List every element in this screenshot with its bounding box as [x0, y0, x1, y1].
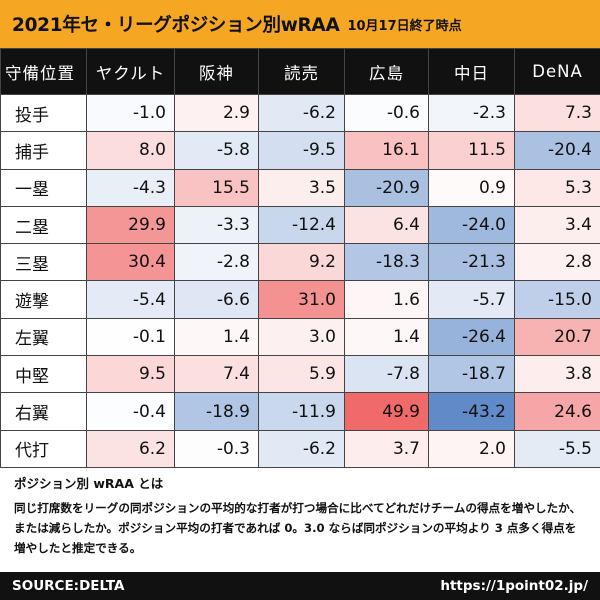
- value-cell: 16.1: [344, 131, 429, 170]
- source-url: https://1point02.jp/: [440, 578, 588, 594]
- value-cell: 3.8: [514, 355, 600, 394]
- value-cell: -1.0: [86, 93, 175, 133]
- table-row: 右翼 -0.4 -18.9 -11.9 49.9 -43.2 24.6: [0, 392, 600, 431]
- table-row: 投手 -1.0 2.9 -6.2 -0.6 -2.3 7.3: [0, 93, 600, 133]
- value-cell: 3.7: [344, 429, 429, 468]
- value-cell: 2.9: [174, 93, 259, 133]
- position-cell: 一塁: [0, 168, 87, 207]
- note-title: ポジション別 wRAA とは: [14, 476, 164, 491]
- value-cell: -5.5: [514, 429, 600, 468]
- value-cell: 8.0: [86, 131, 175, 170]
- team-header: 阪神: [174, 48, 259, 95]
- value-cell: 5.3: [514, 168, 600, 207]
- value-cell: -11.9: [258, 392, 345, 431]
- table-row: 左翼 -0.1 1.4 3.0 1.4 -26.4 20.7: [0, 317, 600, 357]
- value-cell: 9.5: [86, 355, 175, 394]
- value-cell: -18.9: [174, 392, 259, 431]
- value-cell: 31.0: [258, 280, 345, 319]
- value-cell: 20.7: [514, 317, 600, 357]
- value-cell: -0.4: [86, 392, 175, 431]
- value-cell: -20.9: [344, 168, 429, 207]
- position-cell: 投手: [0, 93, 87, 133]
- title-bar: 2021年セ・リーグポジション別wRAA 10月17日終了時点: [0, 0, 600, 48]
- value-cell: -4.3: [86, 168, 175, 207]
- value-cell: -18.3: [344, 243, 429, 282]
- position-cell: 左翼: [0, 317, 87, 357]
- team-header: ヤクルト: [86, 48, 175, 95]
- value-cell: -21.3: [428, 243, 515, 282]
- value-cell: -0.3: [174, 429, 259, 468]
- value-cell: -2.8: [174, 243, 259, 282]
- value-cell: 2.8: [514, 243, 600, 282]
- team-header: 読売: [258, 48, 345, 95]
- date-label: 10月17日終了時点: [347, 18, 462, 34]
- value-cell: 5.9: [258, 355, 345, 394]
- position-cell: 三塁: [0, 243, 87, 282]
- position-cell: 中堅: [0, 355, 87, 394]
- team-header: DeNA: [514, 48, 600, 95]
- value-cell: 2.0: [428, 429, 515, 468]
- page-title: 2021年セ・リーグポジション別wRAA: [12, 15, 340, 36]
- team-header: 広島: [344, 48, 429, 95]
- value-cell: -9.5: [258, 131, 345, 170]
- value-cell: 11.5: [428, 131, 515, 170]
- value-cell: 0.9: [428, 168, 515, 207]
- note-body: 同じ打席数をリーグの同ポジションの平均的な打者が打つ場合に比べてどれだけチームの…: [14, 501, 582, 555]
- value-cell: 49.9: [344, 392, 429, 431]
- value-cell: -6.6: [174, 280, 259, 319]
- position-cell: 遊撃: [0, 280, 87, 319]
- value-cell: 3.4: [514, 205, 600, 245]
- position-cell: 右翼: [0, 392, 87, 431]
- value-cell: 24.6: [514, 392, 600, 431]
- value-cell: 3.0: [258, 317, 345, 357]
- table-row: 中堅 9.5 7.4 5.9 -7.8 -18.7 3.8: [0, 355, 600, 394]
- value-cell: -0.6: [344, 93, 429, 133]
- value-cell: -20.4: [514, 131, 600, 170]
- wraa-table: 守備位置 ヤクルト 阪神 読売 広島 中日 DeNA 投手 -1.0 2.9 -6.2…: [0, 48, 600, 468]
- table-row: 遊撃 -5.4 -6.6 31.0 1.6 -5.7 -15.0: [0, 280, 600, 319]
- value-cell: 1.6: [344, 280, 429, 319]
- table-row: 一塁 -4.3 15.5 3.5 -20.9 0.9 5.3: [0, 168, 600, 207]
- value-cell: -2.3: [428, 93, 515, 133]
- table-row: 三塁 30.4 -2.8 9.2 -18.3 -21.3 2.8: [0, 243, 600, 282]
- value-cell: 1.4: [174, 317, 259, 357]
- value-cell: -7.8: [344, 355, 429, 394]
- position-cell: 捕手: [0, 131, 87, 170]
- source-label: SOURCE:DELTA: [12, 578, 125, 594]
- value-cell: 9.2: [258, 243, 345, 282]
- value-cell: -26.4: [428, 317, 515, 357]
- value-cell: -5.7: [428, 280, 515, 319]
- position-cell: 代打: [0, 429, 87, 468]
- value-cell: -6.2: [258, 93, 345, 133]
- value-cell: 7.3: [514, 93, 600, 133]
- value-cell: -15.0: [514, 280, 600, 319]
- table-body: 投手 -1.0 2.9 -6.2 -0.6 -2.3 7.3 捕手 8.0 -5.8 -9.5 16.…: [0, 93, 600, 468]
- value-cell: -5.8: [174, 131, 259, 170]
- table-row: 代打 6.2 -0.3 -6.2 3.7 2.0 -5.5: [0, 429, 600, 468]
- value-cell: -18.7: [428, 355, 515, 394]
- value-cell: 15.5: [174, 168, 259, 207]
- table-row: 二塁 29.9 -3.3 -12.4 6.4 -24.0 3.4: [0, 205, 600, 245]
- value-cell: -12.4: [258, 205, 345, 245]
- position-cell: 二塁: [0, 205, 87, 245]
- value-cell: 29.9: [86, 205, 175, 245]
- value-cell: 7.4: [174, 355, 259, 394]
- definition-note: ポジション別 wRAA とは 同じ打席数をリーグの同ポジションの平均的な打者が打…: [0, 462, 600, 572]
- table-wrapper: 守備位置 ヤクルト 阪神 読売 広島 中日 DeNA 投手 -1.0 2.9 -6.2…: [0, 48, 600, 468]
- value-cell: 6.4: [344, 205, 429, 245]
- value-cell: -24.0: [428, 205, 515, 245]
- position-header: 守備位置: [0, 48, 87, 95]
- value-cell: 1.4: [344, 317, 429, 357]
- footer: SOURCE:DELTA https://1point02.jp/: [0, 572, 600, 600]
- value-cell: -43.2: [428, 392, 515, 431]
- value-cell: -3.3: [174, 205, 259, 245]
- team-header: 中日: [428, 48, 515, 95]
- value-cell: -5.4: [86, 280, 175, 319]
- header-row: 守備位置 ヤクルト 阪神 読売 広島 中日 DeNA: [0, 48, 600, 95]
- value-cell: 30.4: [86, 243, 175, 282]
- value-cell: -0.1: [86, 317, 175, 357]
- value-cell: 3.5: [258, 168, 345, 207]
- table-row: 捕手 8.0 -5.8 -9.5 16.1 11.5 -20.4: [0, 131, 600, 170]
